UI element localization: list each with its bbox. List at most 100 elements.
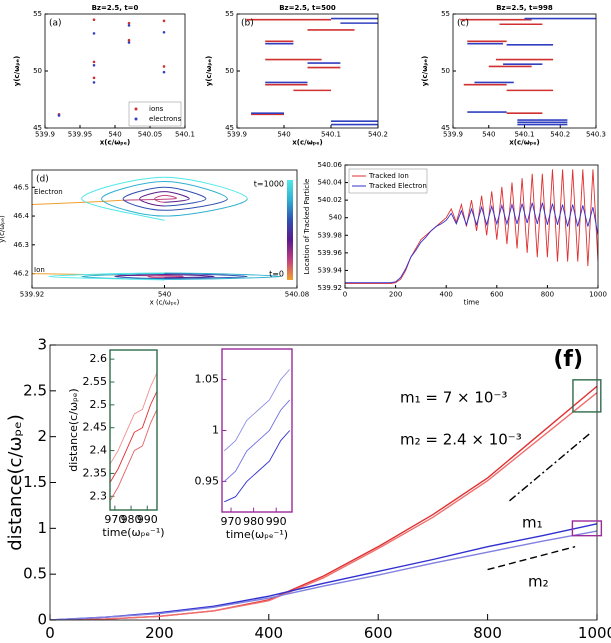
- x-tick-label: 540.2: [368, 130, 388, 138]
- colorbar: [287, 180, 293, 280]
- x-axis-label: x(c/ωₚₑ): [509, 139, 539, 147]
- y-tick-label: 55: [441, 10, 450, 18]
- zoom-region: [571, 520, 603, 537]
- y-tick-label: 0.5: [23, 565, 47, 583]
- x-tick-label: 990: [137, 513, 158, 526]
- zoom-region: [572, 379, 602, 413]
- panel: 539.92 540 540.08 46.2 46.3 46.4 46.5 x (c/ωₚₑ)…: [0, 169, 309, 307]
- x-tick-label: 539.9: [443, 130, 463, 138]
- y-tick-label: 1: [212, 424, 219, 437]
- y-tick-label: 2.3: [90, 489, 108, 502]
- trajectory-segment: [154, 198, 165, 203]
- plot-area: [222, 349, 292, 512]
- legend-swatch: [134, 117, 138, 121]
- x-axis-label: time(ωₚₑ⁻¹): [273, 641, 375, 643]
- x-tick-label: 600: [490, 290, 503, 298]
- series-line: [110, 390, 157, 483]
- x-tick-label: 1000: [578, 624, 611, 642]
- panel-label: (c): [457, 19, 469, 29]
- y-axis-label: distance(c/ωₚₑ): [67, 388, 80, 471]
- trajectory-segment: [122, 198, 165, 211]
- x-tick-label: 540: [108, 130, 121, 138]
- trajectory-segment: [164, 198, 228, 211]
- y-tick-label: 2.5: [90, 398, 108, 411]
- plot: [50, 385, 597, 620]
- point: [162, 30, 166, 34]
- panel-label: (a): [49, 19, 62, 29]
- x-tick-label: 980: [121, 513, 142, 526]
- y-tick-label: 50: [33, 67, 42, 75]
- trajectory-segment: [122, 186, 165, 200]
- y-axis-label: y(c/ωₚₑ): [205, 56, 213, 86]
- point: [92, 60, 96, 64]
- y-tick-label: 0.95: [195, 474, 220, 487]
- annotation: t=0: [269, 270, 284, 279]
- plot-area: [110, 350, 157, 510]
- x-tick-label: 540: [277, 130, 290, 138]
- trajectory-segment: [164, 272, 281, 277]
- trajectory-segment: [81, 176, 165, 200]
- plot-area: [32, 170, 297, 288]
- y-axis-label: distance(c/ωₚₑ): [5, 414, 26, 551]
- x-tick-label: 539.95: [68, 130, 93, 138]
- series-line: [345, 169, 598, 285]
- x-tick-label: 540.1: [321, 130, 341, 138]
- y-tick-label: 2.55: [83, 375, 108, 388]
- panel: 539.9 540 540.1 540.2 540.3 45 50 55 Bz=2.5, t=9…: [421, 4, 606, 147]
- y-tick-label: 539.92: [318, 284, 343, 292]
- series-line: [50, 530, 597, 620]
- trajectory-segment: [32, 273, 66, 275]
- trajectory-segment: [164, 198, 190, 203]
- plot: [110, 372, 157, 502]
- x-tick-label: 800: [541, 290, 554, 298]
- legend-box: [348, 168, 428, 194]
- x-tick-label: 540: [482, 130, 495, 138]
- trajectory-segment: [139, 191, 165, 200]
- panel-label: (b): [241, 19, 254, 29]
- y-tick-label: 3: [37, 336, 47, 354]
- y-tick-label: 540.04: [318, 179, 343, 187]
- plot: [57, 18, 166, 125]
- panel: 539.9 539.95 540 540.05 540.1 45 50 55 Bz=2.5, t…: [13, 4, 195, 147]
- y-tick-label: 539.94: [318, 266, 343, 274]
- trajectory-segment: [164, 191, 190, 200]
- trajectory-segment: [164, 198, 207, 207]
- annotation: t=1000: [254, 180, 284, 189]
- y-tick-label: 2.6: [90, 352, 108, 365]
- series-line: [224, 430, 291, 503]
- x-tick-label: 1000: [589, 290, 607, 298]
- trajectory-segment: [114, 275, 165, 280]
- point: [92, 32, 96, 35]
- x-tick-label: 0: [45, 624, 55, 642]
- x-tick-label: 200: [145, 624, 174, 642]
- annotation: m₂: [528, 573, 549, 591]
- y-tick-label: 2.4: [90, 444, 108, 457]
- panel-label: (d): [36, 175, 49, 185]
- plot-frame: [109, 349, 158, 511]
- point: [92, 64, 96, 67]
- trajectory-segment: [164, 198, 248, 217]
- x-tick-label: 0: [343, 290, 347, 298]
- series-line: [110, 409, 157, 502]
- x-tick-label: 970: [221, 515, 242, 528]
- y-tick-label: 45: [225, 124, 234, 132]
- trajectory-segment: [81, 273, 165, 277]
- y-tick-label: 55: [33, 10, 42, 18]
- y-axis-label: y(c/ωₚₑ): [13, 56, 21, 86]
- point: [162, 19, 166, 23]
- y-tick-label: 1.05: [195, 373, 220, 386]
- legend-swatch: [134, 107, 138, 111]
- x-axis-label: x(c/ωₚₑ): [100, 139, 130, 147]
- legend-label: ions: [149, 105, 164, 113]
- point: [162, 65, 166, 68]
- series-line: [223, 369, 291, 452]
- y-tick-label: 2.45: [83, 421, 108, 434]
- trajectory-segment: [164, 275, 248, 280]
- legend-box: [128, 101, 182, 127]
- x-axis-label: time: [464, 299, 480, 307]
- trajectory-segment: [48, 272, 165, 277]
- x-tick-label: 970: [104, 513, 125, 526]
- annotation: (f): [553, 347, 583, 372]
